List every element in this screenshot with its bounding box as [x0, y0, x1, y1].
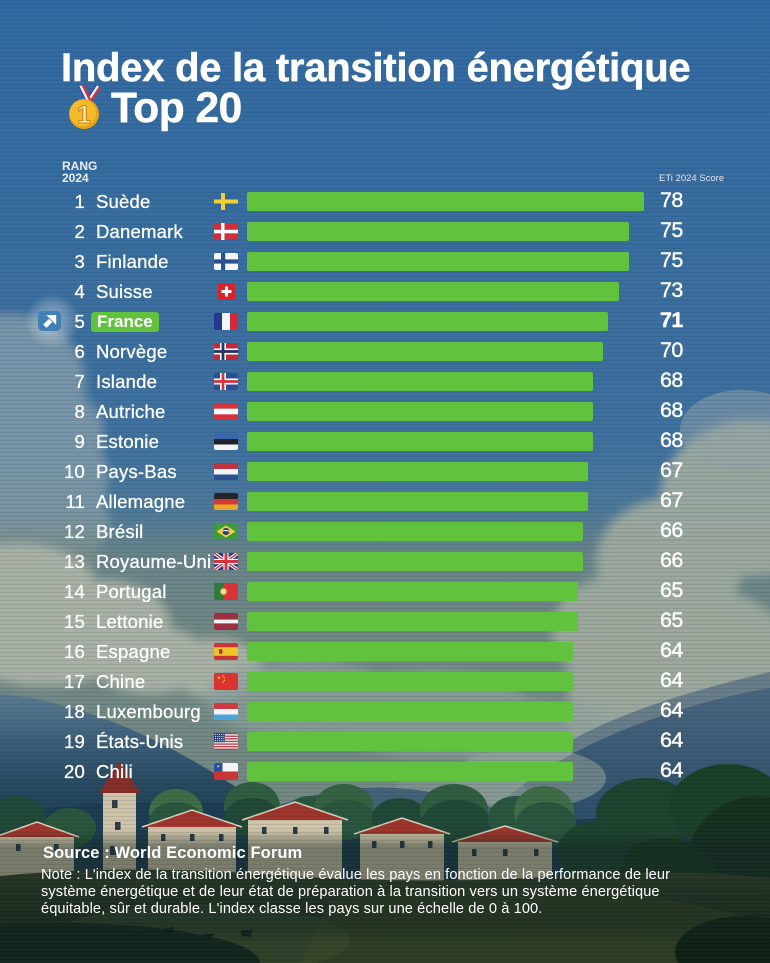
svg-text:1: 1: [77, 101, 91, 129]
